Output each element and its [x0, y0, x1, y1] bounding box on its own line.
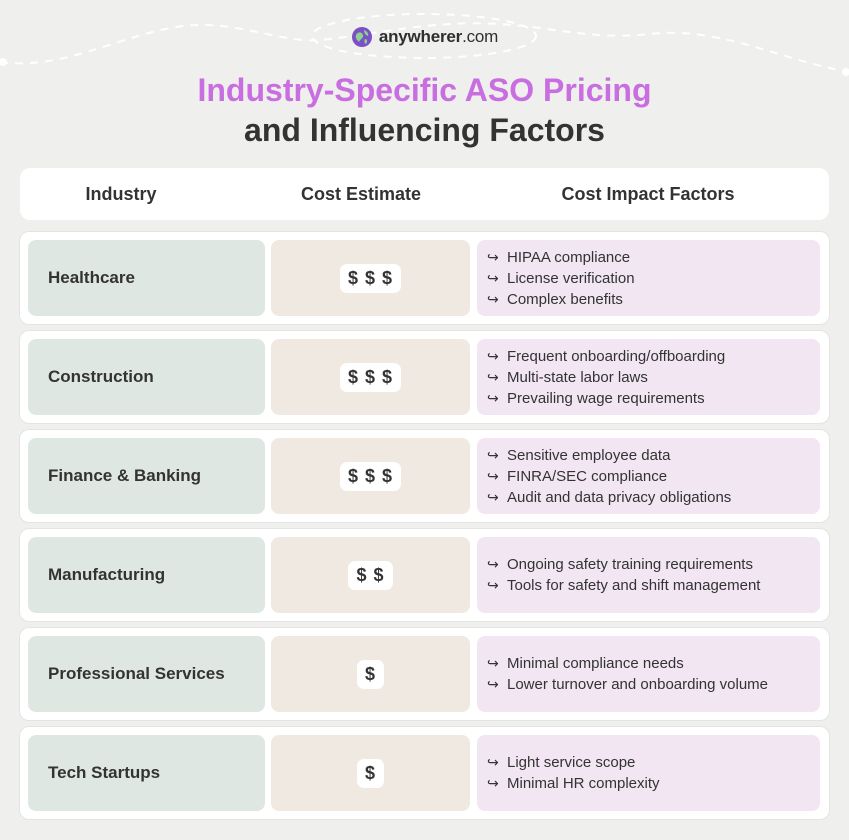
factor-item: ↪ Minimal HR complexity [487, 773, 820, 794]
table-body: Healthcare $ $ $ ↪ HIPAA compliance ↪ License… [19, 231, 830, 825]
header-cost-impact-factors: Cost Impact Factors [561, 184, 735, 204]
curved-arrow-icon: ↪ [487, 488, 499, 505]
factor-text: Tools for safety and shift management [507, 577, 761, 594]
factor-text: FINRA/SEC compliance [507, 467, 668, 485]
table-row: Finance & Banking $ $ $ ↪ Sensitive employe… [19, 429, 830, 523]
factor-text: Ongoing safety training requirements [507, 556, 753, 573]
curved-arrow-icon: ↪ [487, 655, 499, 671]
factor-item: ↪ Minimal compliance needs [487, 653, 820, 674]
factors-cell: ↪ HIPAA compliance ↪ License verification ↪ C… [477, 240, 820, 316]
decorative-dashed-path [0, 13, 849, 76]
factor-item: ↪ Light service scope [487, 752, 820, 773]
factor-item: ↪ Audit and data privacy obligations [487, 487, 820, 508]
title-line-1: Industry-Specific ASO Pricing [197, 72, 652, 108]
cost-badge: $ $ $ [339, 263, 402, 293]
title-line-2: and Influencing Factors [244, 112, 605, 148]
factor-text: Minimal compliance needs [507, 655, 684, 672]
globe-icon [351, 27, 372, 47]
curved-arrow-icon: ↪ [487, 347, 499, 364]
factor-item: ↪ FINRA/SEC compliance [487, 466, 820, 487]
cost-cell: $ [271, 735, 470, 811]
curved-arrow-icon: ↪ [487, 290, 499, 307]
brand-name: anywherer.com [378, 27, 499, 46]
cost-cell: $ $ [271, 537, 470, 613]
table-row: Professional Services $ ↪ Minimal complianc… [19, 627, 830, 721]
table-header: Industry Cost Estimate Cost Impact Facto… [20, 168, 829, 220]
curved-arrow-icon: ↪ [487, 754, 499, 770]
factor-item: ↪ Prevailing wage requirements [487, 388, 820, 409]
cost-cell: $ $ $ [271, 240, 470, 316]
curved-arrow-icon: ↪ [487, 556, 499, 572]
factor-text: Lower turnover and onboarding volume [507, 676, 768, 693]
cost-badge: $ $ $ [339, 461, 402, 491]
industry-cell: Finance & Banking [28, 438, 265, 514]
factor-text: Frequent onboarding/offboarding [507, 347, 726, 365]
cost-badge: $ [356, 659, 384, 689]
curved-arrow-icon: ↪ [487, 368, 499, 385]
factor-text: License verification [507, 269, 635, 287]
header-cost-estimate: Cost Estimate [300, 184, 422, 204]
factors-cell: ↪ Ongoing safety training requirements ↪ To… [477, 537, 820, 613]
curved-arrow-icon: ↪ [487, 676, 499, 692]
cost-cell: $ [271, 636, 470, 712]
curved-arrow-icon: ↪ [487, 775, 499, 791]
factors-cell: ↪ Frequent onboarding/offboarding ↪ Multi-s… [477, 339, 820, 415]
cost-badge: $ $ $ [339, 362, 402, 392]
table-row: Manufacturing $ $ ↪ Ongoing safety training… [19, 528, 830, 622]
factor-text: Light service scope [507, 754, 636, 771]
factor-text: HIPAA compliance [507, 248, 631, 266]
curved-arrow-icon: ↪ [487, 389, 499, 406]
curved-arrow-icon: ↪ [487, 446, 499, 463]
curved-arrow-icon: ↪ [487, 467, 499, 484]
factors-cell: ↪ Light service scope ↪ Minimal HR complexi… [477, 735, 820, 811]
page-title: Industry-Specific ASO Pricing and Influe… [0, 70, 849, 150]
industry-cell: Manufacturing [28, 537, 265, 613]
cost-cell: $ $ $ [271, 339, 470, 415]
table-row: Tech Startups $ ↪ Light service scope ↪ Minim… [19, 726, 830, 820]
table-row: Healthcare $ $ $ ↪ HIPAA compliance ↪ License… [19, 231, 830, 325]
factor-text: Multi-state labor laws [507, 368, 648, 386]
factor-item: ↪ Multi-state labor laws [487, 367, 820, 388]
cost-badge: $ $ [348, 560, 393, 590]
factor-text: Prevailing wage requirements [507, 389, 705, 407]
factors-cell: ↪ Minimal compliance needs ↪ Lower turnover… [477, 636, 820, 712]
factor-text: Audit and data privacy obligations [507, 488, 732, 506]
curved-arrow-icon: ↪ [487, 248, 499, 265]
factor-item: ↪ Tools for safety and shift management [487, 575, 820, 596]
factor-item: ↪ License verification [487, 268, 820, 289]
industry-cell: Construction [28, 339, 265, 415]
industry-cell: Healthcare [28, 240, 265, 316]
table-row: Construction $ $ $ ↪ Frequent onboarding/of… [19, 330, 830, 424]
factor-item: ↪ Complex benefits [487, 289, 820, 310]
industry-cell: Professional Services [28, 636, 265, 712]
industry-cell: Tech Startups [28, 735, 265, 811]
factor-text: Minimal HR complexity [507, 775, 660, 792]
curved-arrow-icon: ↪ [487, 269, 499, 286]
factor-text: Sensitive employee data [507, 446, 671, 464]
brand-logo: anywherer.com [0, 26, 849, 48]
factor-item: ↪ HIPAA compliance [487, 247, 820, 268]
cost-cell: $ $ $ [271, 438, 470, 514]
factor-item: ↪ Lower turnover and onboarding volume [487, 674, 820, 695]
curved-arrow-icon: ↪ [487, 577, 499, 593]
factor-item: ↪ Frequent onboarding/offboarding [487, 346, 820, 367]
factors-cell: ↪ Sensitive employee data ↪ FINRA/SEC compl… [477, 438, 820, 514]
factor-item: ↪ Sensitive employee data [487, 445, 820, 466]
factor-item: ↪ Ongoing safety training requirements [487, 554, 820, 575]
cost-badge: $ [356, 758, 384, 788]
header-industry: Industry [85, 184, 157, 204]
factor-text: Complex benefits [507, 290, 623, 308]
